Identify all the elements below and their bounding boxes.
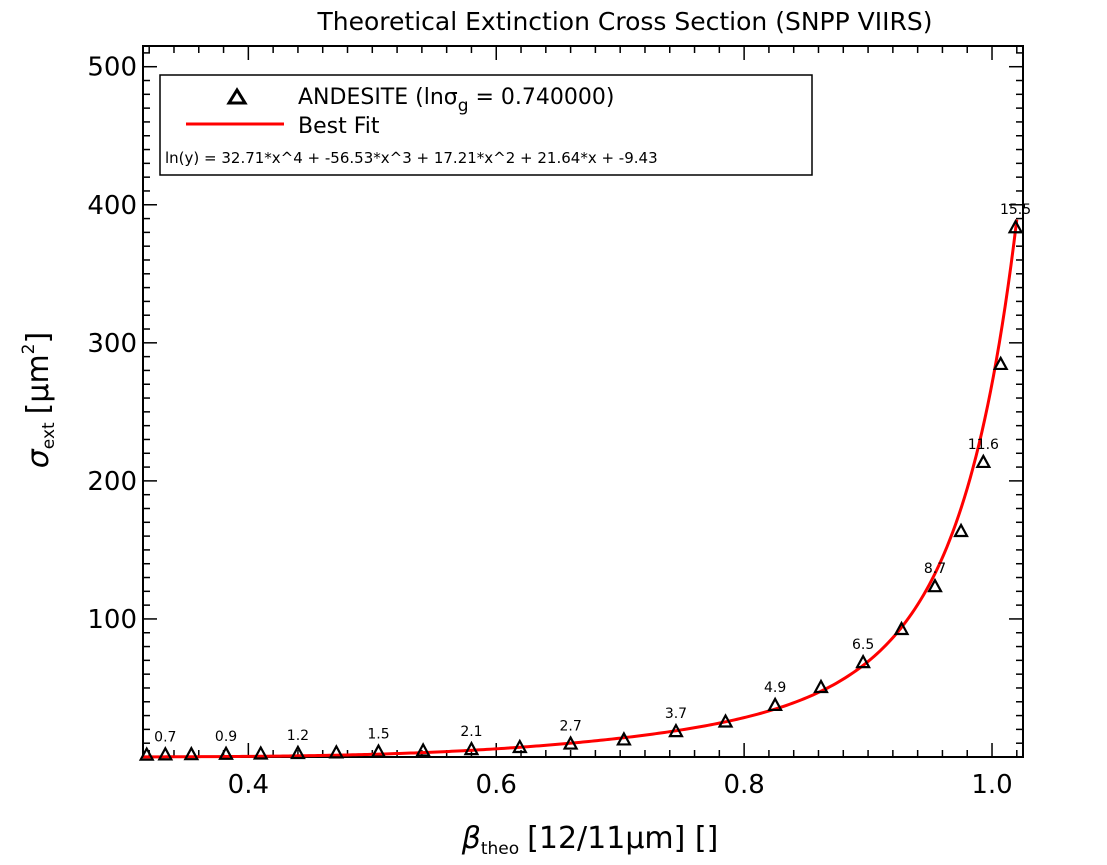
legend-entry-best-fit: Best Fit bbox=[298, 114, 380, 139]
data-point bbox=[138, 746, 155, 761]
plot-frame bbox=[142, 45, 1024, 758]
data-point-label: 8.7 bbox=[924, 561, 946, 577]
data-point bbox=[616, 731, 632, 746]
data-point-label: 0.7 bbox=[154, 729, 176, 745]
legend-equation: ln(y) = 32.71*x^4 + -56.53*x^3 + 17.21*x… bbox=[165, 149, 658, 167]
data-point bbox=[893, 620, 910, 636]
data-point bbox=[463, 740, 480, 756]
x-tick-label: 1.0 bbox=[971, 770, 1012, 800]
y-axis-label: σext[μm2] bbox=[19, 332, 59, 468]
data-points bbox=[138, 218, 1024, 761]
chart-title: Theoretical Extinction Cross Section (SN… bbox=[317, 7, 933, 36]
data-point-label: 0.9 bbox=[215, 729, 237, 745]
y-tick-label: 500 bbox=[87, 53, 137, 83]
data-point-label: 4.9 bbox=[764, 680, 786, 696]
x-tick-label: 0.4 bbox=[228, 770, 269, 800]
y-tick-label: 400 bbox=[87, 191, 137, 221]
data-point bbox=[511, 738, 528, 754]
legend-triangle-marker bbox=[226, 87, 248, 105]
y-tick-label: 200 bbox=[87, 467, 137, 497]
data-point bbox=[813, 678, 829, 694]
data-point bbox=[992, 355, 1009, 371]
data-point bbox=[668, 722, 684, 738]
y-tick-labels: 100 200 300 400 500 bbox=[87, 53, 137, 635]
data-point-label: 15.5 bbox=[1000, 202, 1031, 218]
data-point-label: 6.5 bbox=[852, 637, 874, 653]
data-point bbox=[953, 522, 969, 538]
y-tick-label: 100 bbox=[87, 605, 137, 635]
data-point bbox=[218, 745, 234, 760]
data-point-label: 1.2 bbox=[287, 728, 309, 744]
data-point-labels: 0.7 0.9 1.2 1.5 2.1 2.7 3.7 4.9 6.5 8.7 11.6 15.5 bbox=[154, 202, 1031, 745]
legend-entry-andesite: ANDESITE (lnσg = 0.740000) bbox=[298, 85, 615, 116]
data-point bbox=[183, 745, 200, 761]
data-point bbox=[157, 746, 174, 761]
data-point bbox=[975, 453, 992, 469]
x-axis-label: βtheo [12/11μm] [] bbox=[461, 821, 719, 859]
data-point bbox=[767, 696, 783, 712]
data-point bbox=[290, 744, 306, 760]
data-point-label: 2.1 bbox=[460, 724, 482, 740]
data-point bbox=[927, 577, 943, 593]
data-point bbox=[252, 745, 269, 760]
x-tick-labels: 0.4 0.6 0.8 1.0 bbox=[228, 770, 1013, 800]
data-point bbox=[562, 735, 579, 750]
data-point bbox=[717, 713, 734, 728]
data-point-label: 3.7 bbox=[665, 706, 687, 722]
data-point bbox=[1007, 218, 1024, 234]
data-point-label: 1.5 bbox=[367, 727, 389, 743]
data-point-label: 2.7 bbox=[559, 719, 581, 735]
legend: ANDESITE (lnσg = 0.740000) Best Fit ln(y… bbox=[159, 74, 813, 176]
data-point bbox=[855, 653, 871, 669]
data-point bbox=[415, 742, 431, 757]
data-point-label: 11.6 bbox=[968, 437, 999, 453]
x-tick-label: 0.8 bbox=[723, 770, 764, 800]
best-fit-line bbox=[142, 219, 1019, 759]
data-point bbox=[328, 744, 345, 759]
y-tick-label: 300 bbox=[87, 329, 137, 359]
data-point bbox=[370, 743, 387, 758]
x-tick-label: 0.6 bbox=[476, 770, 517, 800]
